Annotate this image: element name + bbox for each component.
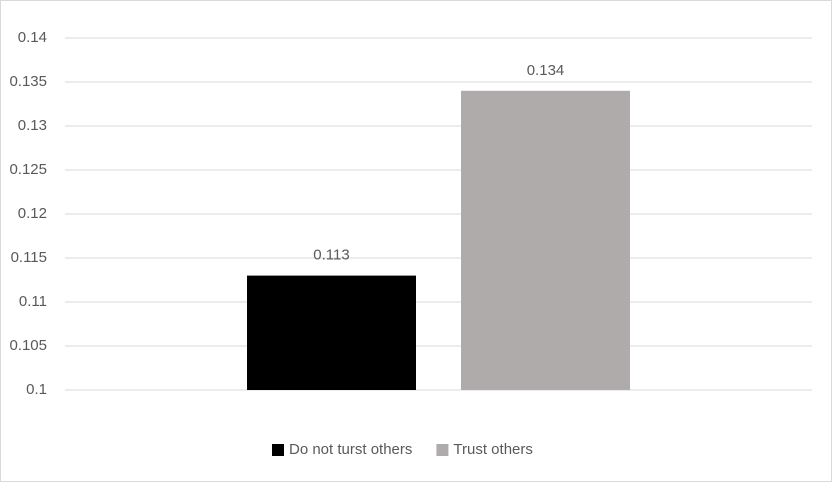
bar bbox=[461, 90, 630, 391]
y-tick-label: 0.12 bbox=[18, 205, 47, 222]
y-tick-label: 0.135 bbox=[9, 73, 47, 90]
data-label: 0.134 bbox=[527, 62, 565, 79]
data-label: 0.113 bbox=[313, 247, 349, 264]
legend-label: Do not turst others bbox=[289, 441, 412, 458]
legend-swatch bbox=[272, 444, 284, 456]
y-tick-label: 0.125 bbox=[9, 161, 47, 178]
bar bbox=[247, 275, 416, 390]
legend-label: Trust others bbox=[453, 441, 532, 458]
y-tick-label: 0.13 bbox=[18, 117, 47, 134]
legend-swatch bbox=[436, 444, 449, 456]
y-tick-label: 0.115 bbox=[11, 249, 47, 266]
y-tick-label: 0.14 bbox=[18, 29, 47, 46]
y-tick-label: 0.11 bbox=[19, 293, 47, 310]
y-tick-label: 0.1 bbox=[26, 381, 47, 398]
y-tick-label: 0.105 bbox=[9, 337, 47, 354]
